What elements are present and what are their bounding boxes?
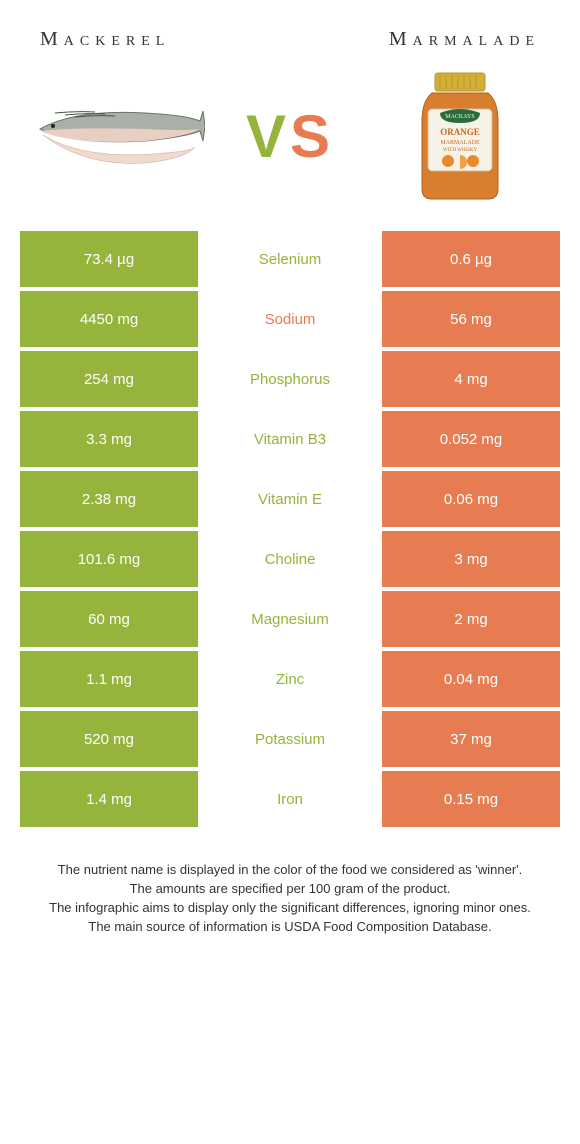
nutrient-name: Sodium <box>265 311 316 328</box>
vs-label: VS <box>246 102 334 171</box>
table-row: 520 mg Potassium 37 mg <box>20 711 560 767</box>
title-left: Mackerel <box>40 28 170 51</box>
nutrient-cell: Vitamin E <box>198 471 382 527</box>
left-value: 101.6 mg <box>20 531 198 587</box>
table-row: 4450 mg Sodium 56 mg <box>20 291 560 347</box>
nutrient-cell: Iron <box>198 771 382 827</box>
table-row: 60 mg Magnesium 2 mg <box>20 591 560 647</box>
nutrient-cell: Vitamin B3 <box>198 411 382 467</box>
nutrient-name: Selenium <box>259 251 322 268</box>
vs-row: VS MACKAYS ORANGE MARMALADE <box>0 61 580 231</box>
nutrient-name: Vitamin B3 <box>254 431 326 448</box>
right-value: 4 mg <box>382 351 560 407</box>
jar-brand: MACKAYS <box>445 114 474 120</box>
mackerel-image <box>30 71 210 201</box>
left-value: 1.4 mg <box>20 771 198 827</box>
nutrient-name: Phosphorus <box>250 371 330 388</box>
nutrient-cell: Magnesium <box>198 591 382 647</box>
jar-line2: MARMALADE <box>440 140 480 146</box>
footnote: The nutrient name is displayed in the co… <box>0 831 580 976</box>
nutrient-cell: Zinc <box>198 651 382 707</box>
vs-v: V <box>246 103 290 170</box>
table-row: 2.38 mg Vitamin E 0.06 mg <box>20 471 560 527</box>
comparison-table: 73.4 µgSelenium0.6 µg4450 mgSodium56 mg2… <box>0 231 580 827</box>
jar-line3: WITH WHISKY <box>443 148 478 153</box>
nutrient-name: Iron <box>277 791 303 808</box>
right-value: 3 mg <box>382 531 560 587</box>
nutrient-cell: Choline <box>198 531 382 587</box>
nutrient-cell: Sodium <box>198 291 382 347</box>
footnote-line: The infographic aims to display only the… <box>30 899 550 918</box>
footnote-line: The amounts are specified per 100 gram o… <box>30 880 550 899</box>
nutrient-cell: Potassium <box>198 711 382 767</box>
footnote-line: The main source of information is USDA F… <box>30 918 550 937</box>
jar-line1: ORANGE <box>440 127 480 137</box>
right-value: 0.06 mg <box>382 471 560 527</box>
left-value: 3.3 mg <box>20 411 198 467</box>
table-row: 101.6 mg Choline 3 mg <box>20 531 560 587</box>
title-right: Marmalade <box>389 28 540 51</box>
table-row: 1.4 mg Iron 0.15 mg <box>20 771 560 827</box>
left-value: 254 mg <box>20 351 198 407</box>
table-row: 254 mg Phosphorus 4 mg <box>20 351 560 407</box>
right-value: 0.04 mg <box>382 651 560 707</box>
left-value: 1.1 mg <box>20 651 198 707</box>
header: Mackerel Marmalade <box>0 0 580 61</box>
table-row: 1.1 mg Zinc 0.04 mg <box>20 651 560 707</box>
left-value: 73.4 µg <box>20 231 198 287</box>
vs-s: S <box>290 103 334 170</box>
right-value: 0.6 µg <box>382 231 560 287</box>
marmalade-image: MACKAYS ORANGE MARMALADE WITH WHISKY <box>370 71 550 201</box>
right-value: 37 mg <box>382 711 560 767</box>
right-value: 0.052 mg <box>382 411 560 467</box>
left-value: 60 mg <box>20 591 198 647</box>
table-row: 73.4 µg Selenium 0.6 µg <box>20 231 560 287</box>
left-value: 520 mg <box>20 711 198 767</box>
right-value: 0.15 mg <box>382 771 560 827</box>
footnote-line: The nutrient name is displayed in the co… <box>30 861 550 880</box>
nutrient-name: Potassium <box>255 731 325 748</box>
nutrient-name: Choline <box>265 551 316 568</box>
left-value: 2.38 mg <box>20 471 198 527</box>
right-value: 2 mg <box>382 591 560 647</box>
nutrient-cell: Selenium <box>198 231 382 287</box>
nutrient-name: Vitamin E <box>258 491 322 508</box>
nutrient-name: Magnesium <box>251 611 329 628</box>
table-row: 3.3 mg Vitamin B3 0.052 mg <box>20 411 560 467</box>
left-value: 4450 mg <box>20 291 198 347</box>
nutrient-name: Zinc <box>276 671 304 688</box>
nutrient-cell: Phosphorus <box>198 351 382 407</box>
right-value: 56 mg <box>382 291 560 347</box>
